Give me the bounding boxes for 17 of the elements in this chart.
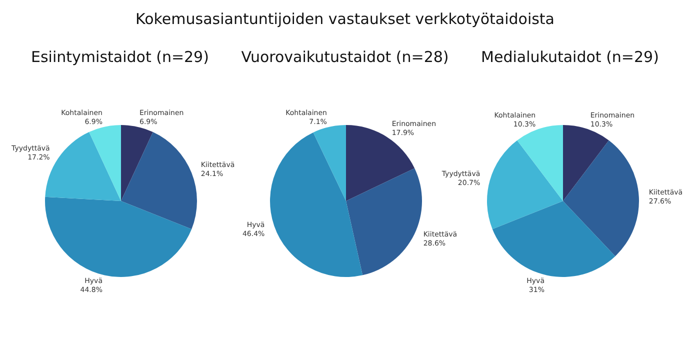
pie-slice [517,125,563,201]
pie-slice [121,132,197,230]
pie-slice [563,125,609,201]
pie-slice [346,168,422,276]
pie-slice [563,140,639,256]
pie-slice [89,125,121,201]
pie-slice [492,201,616,277]
chart-title: Esiintymistaidot (n=29) [30,48,210,66]
chart-title: Medialukutaidot (n=29) [480,48,660,66]
pie-slice [270,132,363,277]
pie-slice [346,125,415,201]
pie-slice [313,125,346,201]
pie-slice [487,140,563,230]
pie-slice [45,196,192,277]
text: Kokemusasiantuntijoiden vastaukset verkkotyötaidoista [134,10,556,28]
chart-title: Vuorovaikutustaidot (n=28) [240,48,450,66]
pie-slice [121,125,153,201]
